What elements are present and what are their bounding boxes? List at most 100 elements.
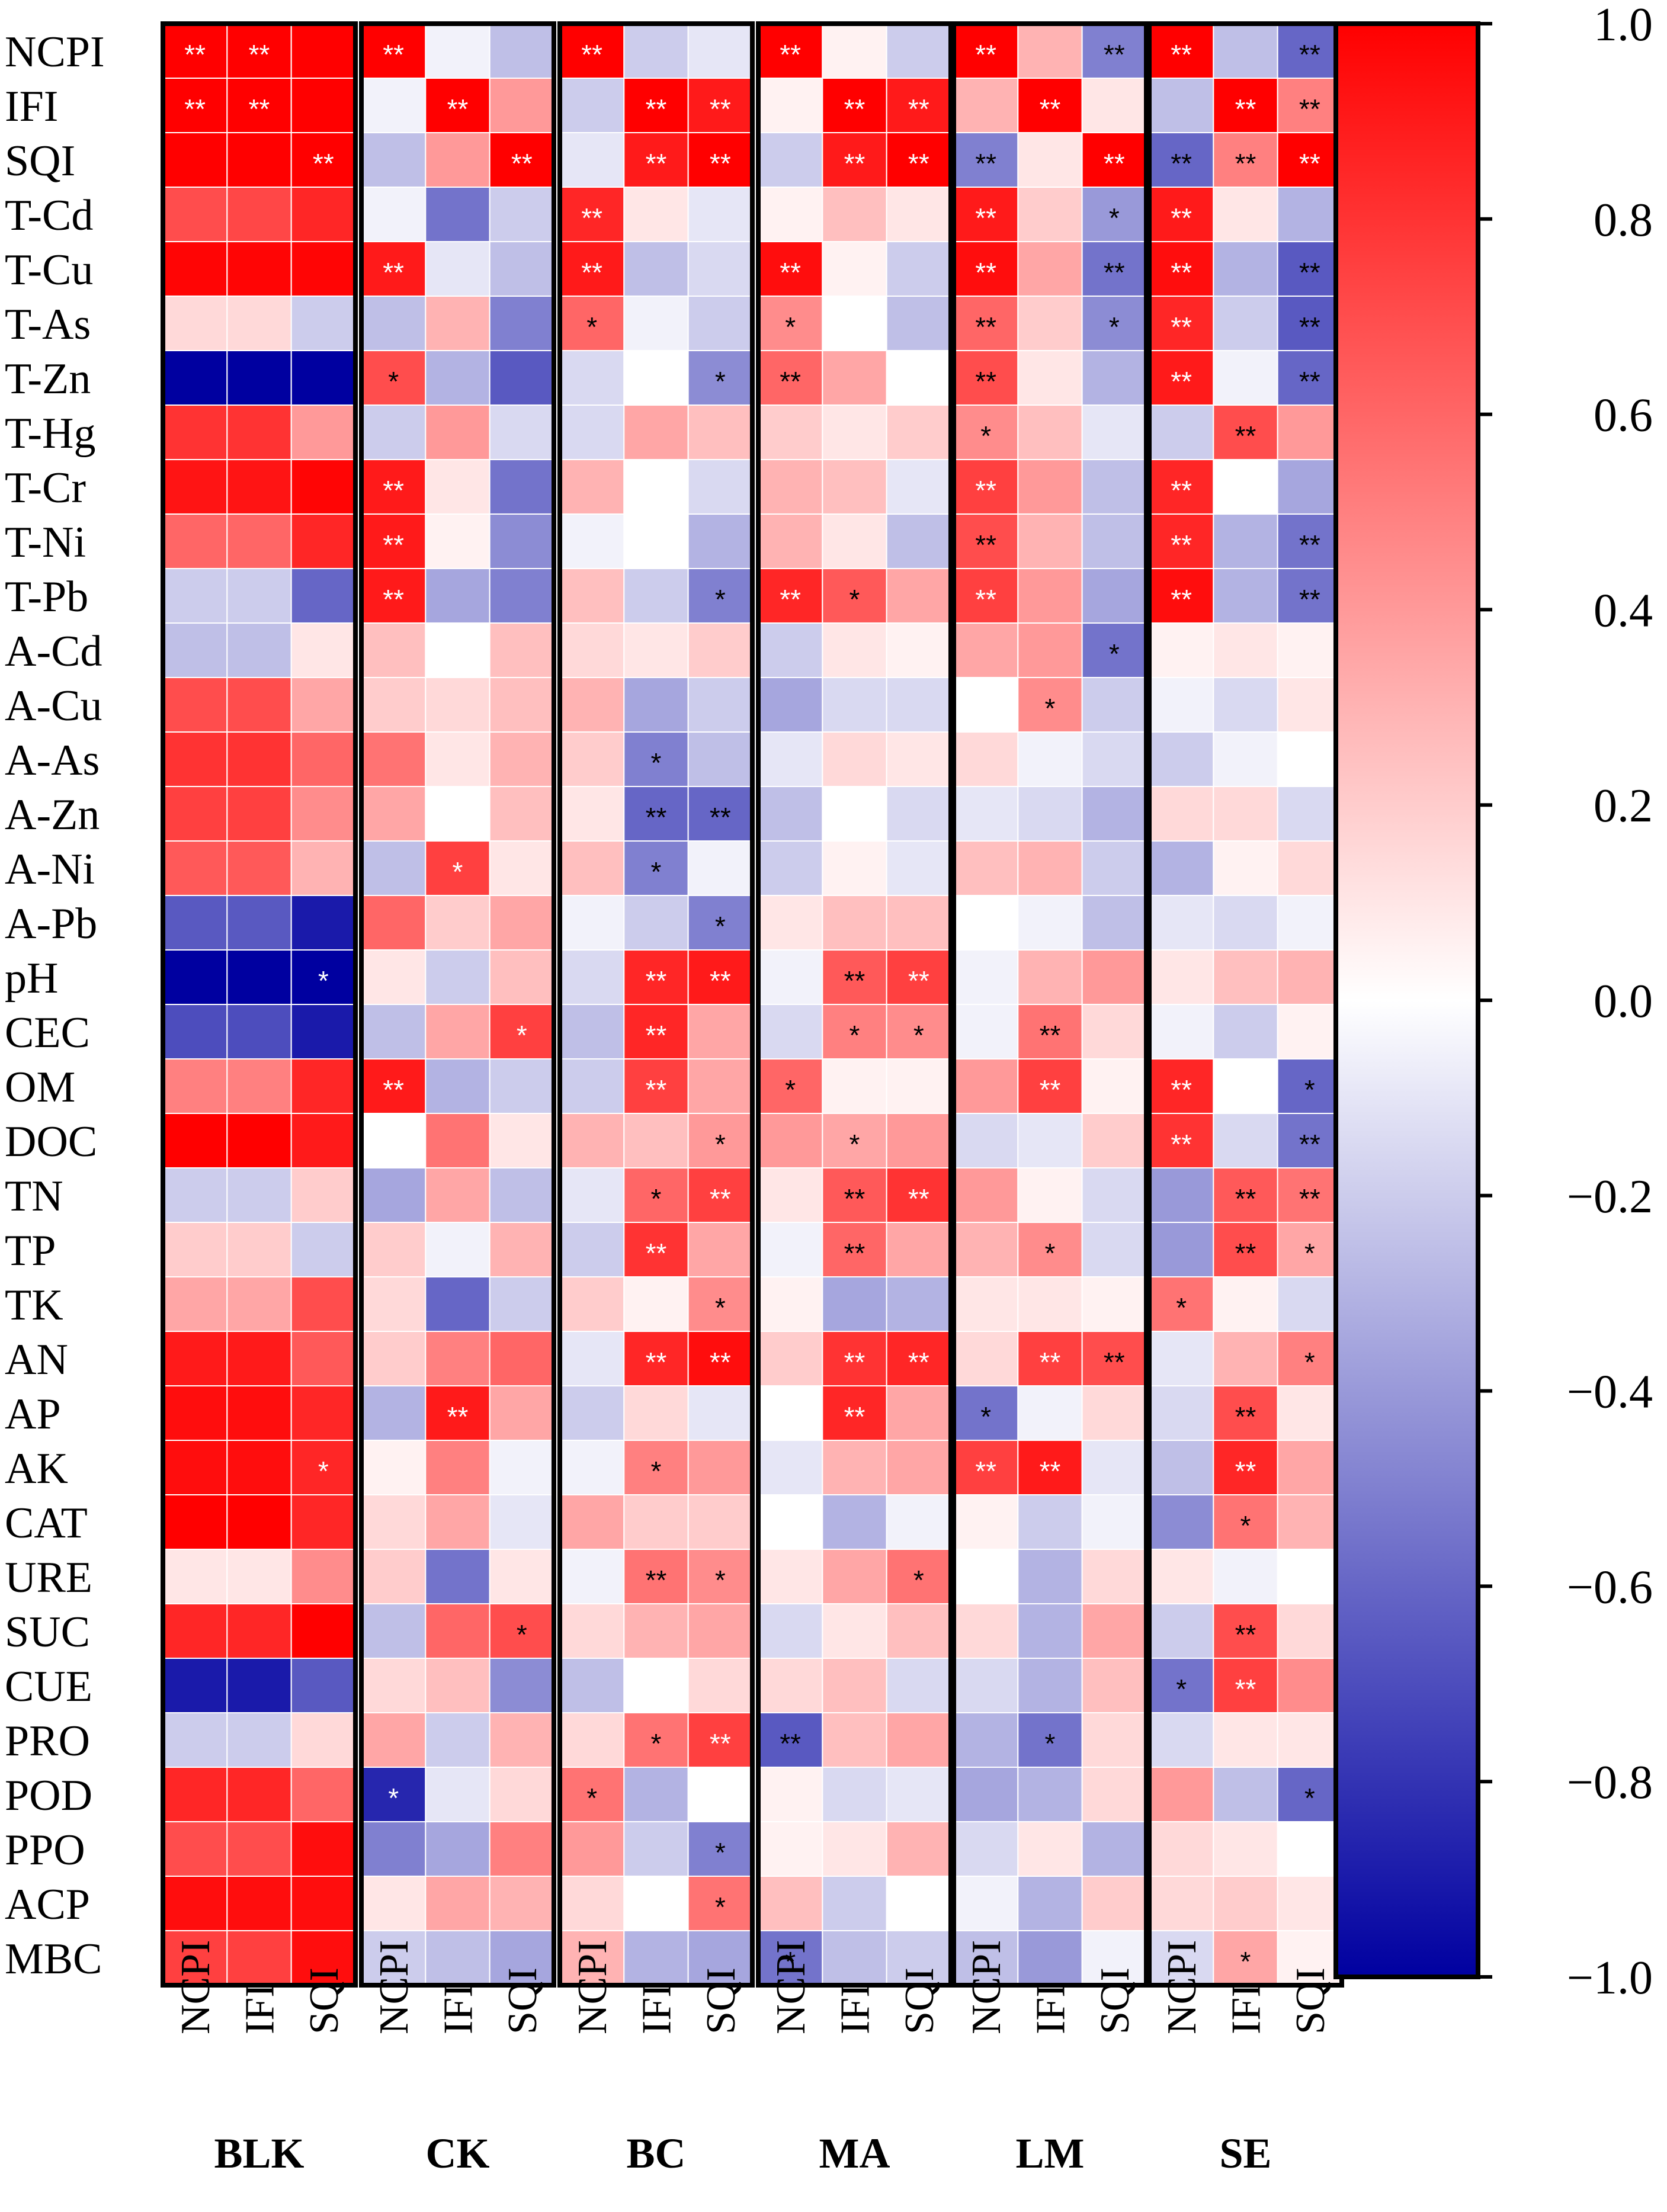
heatmap-cell [559,1167,625,1223]
heatmap-cell [687,23,753,79]
heatmap-cell [623,622,689,678]
heatmap-cell [1277,731,1343,787]
heatmap-cell [489,1712,555,1768]
heatmap-cell [1213,1058,1278,1114]
heatmap-cell [290,350,356,406]
heatmap-cell [953,187,1019,242]
heatmap-cell [822,1494,887,1550]
heatmap-cell [1277,1004,1343,1060]
panel-frame [951,21,1149,1988]
heatmap-cell [687,1658,753,1713]
heatmap-cell [290,1331,356,1386]
significance-mark: ** [975,529,996,560]
heatmap-cell [687,187,753,242]
heatmap-cell [425,949,491,1005]
heatmap-cell [822,132,887,188]
panel-bc: **** **** ************ ****** ******** ******… [557,21,755,2177]
heatmap-cell [623,1331,689,1386]
heatmap-cell [162,350,228,406]
row-label: OM [5,1063,75,1112]
heatmap-cell [1017,1930,1083,1986]
heatmap-cell [290,1004,356,1060]
heatmap-cell [425,1494,491,1550]
significance-mark: ** [780,1728,801,1759]
significance-mark: * [1109,312,1120,342]
significance-mark: ** [646,1347,667,1378]
heatmap-cell [425,895,491,951]
heatmap-cell [425,132,491,188]
heatmap-cell [953,1930,1019,1986]
significance-mark: ** [581,203,602,233]
heatmap-cell [1213,622,1278,678]
heatmap-cell [559,840,625,896]
heatmap-cell [758,1167,823,1223]
heatmap-cell [1149,949,1214,1005]
heatmap-cell [1213,1821,1278,1877]
heatmap-cell [489,1331,555,1386]
heatmap-cell [489,568,555,624]
significance-mark: ** [249,39,270,70]
heatmap-cell [1017,1276,1083,1332]
heatmap-cell [953,1767,1019,1822]
heatmap-cell [361,1167,427,1223]
heatmap-cell [1213,786,1278,842]
heatmap-cell [1149,404,1214,460]
significance-mark: ** [844,1183,865,1214]
heatmap-cell [361,1004,427,1060]
row-label: AP [5,1390,61,1439]
colorbar-tick-label: 0.4 [1594,585,1653,637]
heatmap-cell [425,622,491,678]
heatmap-cell [758,1603,823,1659]
significance-mark: ** [710,94,731,124]
significance-mark: * [1304,1347,1315,1378]
heatmap-cell [687,1930,753,1986]
heatmap-cell [425,1440,491,1495]
significance-mark: ** [1235,1401,1256,1432]
heatmap-cell [953,895,1019,951]
heatmap-cell [290,622,356,678]
heatmap-cell [290,1222,356,1277]
heatmap-cell [886,459,951,515]
significance-mark: * [1045,1238,1056,1269]
heatmap-cell [1017,296,1083,351]
significance-mark: * [980,420,991,451]
heatmap-cell [1017,568,1083,624]
panel-frame [161,21,358,1988]
significance-mark: ** [1235,1238,1256,1269]
significance-mark: ** [1235,1619,1256,1650]
heatmap-cell [1149,1549,1214,1604]
heatmap-cell [290,731,356,787]
heatmap-cell [1081,187,1147,242]
heatmap-cell [623,1058,689,1114]
group-label: CK [426,2130,490,2177]
heatmap-cell [489,1058,555,1114]
heatmap-cell [1277,840,1343,896]
heatmap-cell [489,241,555,297]
heatmap-cell [623,1712,689,1768]
heatmap-cell [361,1767,427,1822]
heatmap-cell [886,1876,951,1931]
heatmap-cell [425,1113,491,1168]
heatmap-cell [623,350,689,406]
heatmap-cell [361,1331,427,1386]
heatmap-cell [162,1004,228,1060]
heatmap-cell [1017,1494,1083,1550]
significance-mark: * [318,1456,329,1487]
heatmap-cell [886,677,951,733]
heatmap-cell [559,404,625,460]
heatmap-cell [687,731,753,787]
heatmap-cell [1017,23,1083,79]
heatmap-cell [361,78,427,133]
significance-mark: ** [1040,1020,1061,1051]
significance-mark: ** [1299,312,1320,342]
heatmap-cell [425,1821,491,1877]
heatmap-cell [1149,622,1214,678]
heatmap-cell [559,1658,625,1713]
heatmap-cell [1081,1603,1147,1659]
significance-mark: * [913,1020,924,1051]
heatmap-cell [290,296,356,351]
significance-mark: * [785,1074,796,1105]
heatmap-cell [425,23,491,79]
heatmap-cell [1213,677,1278,733]
